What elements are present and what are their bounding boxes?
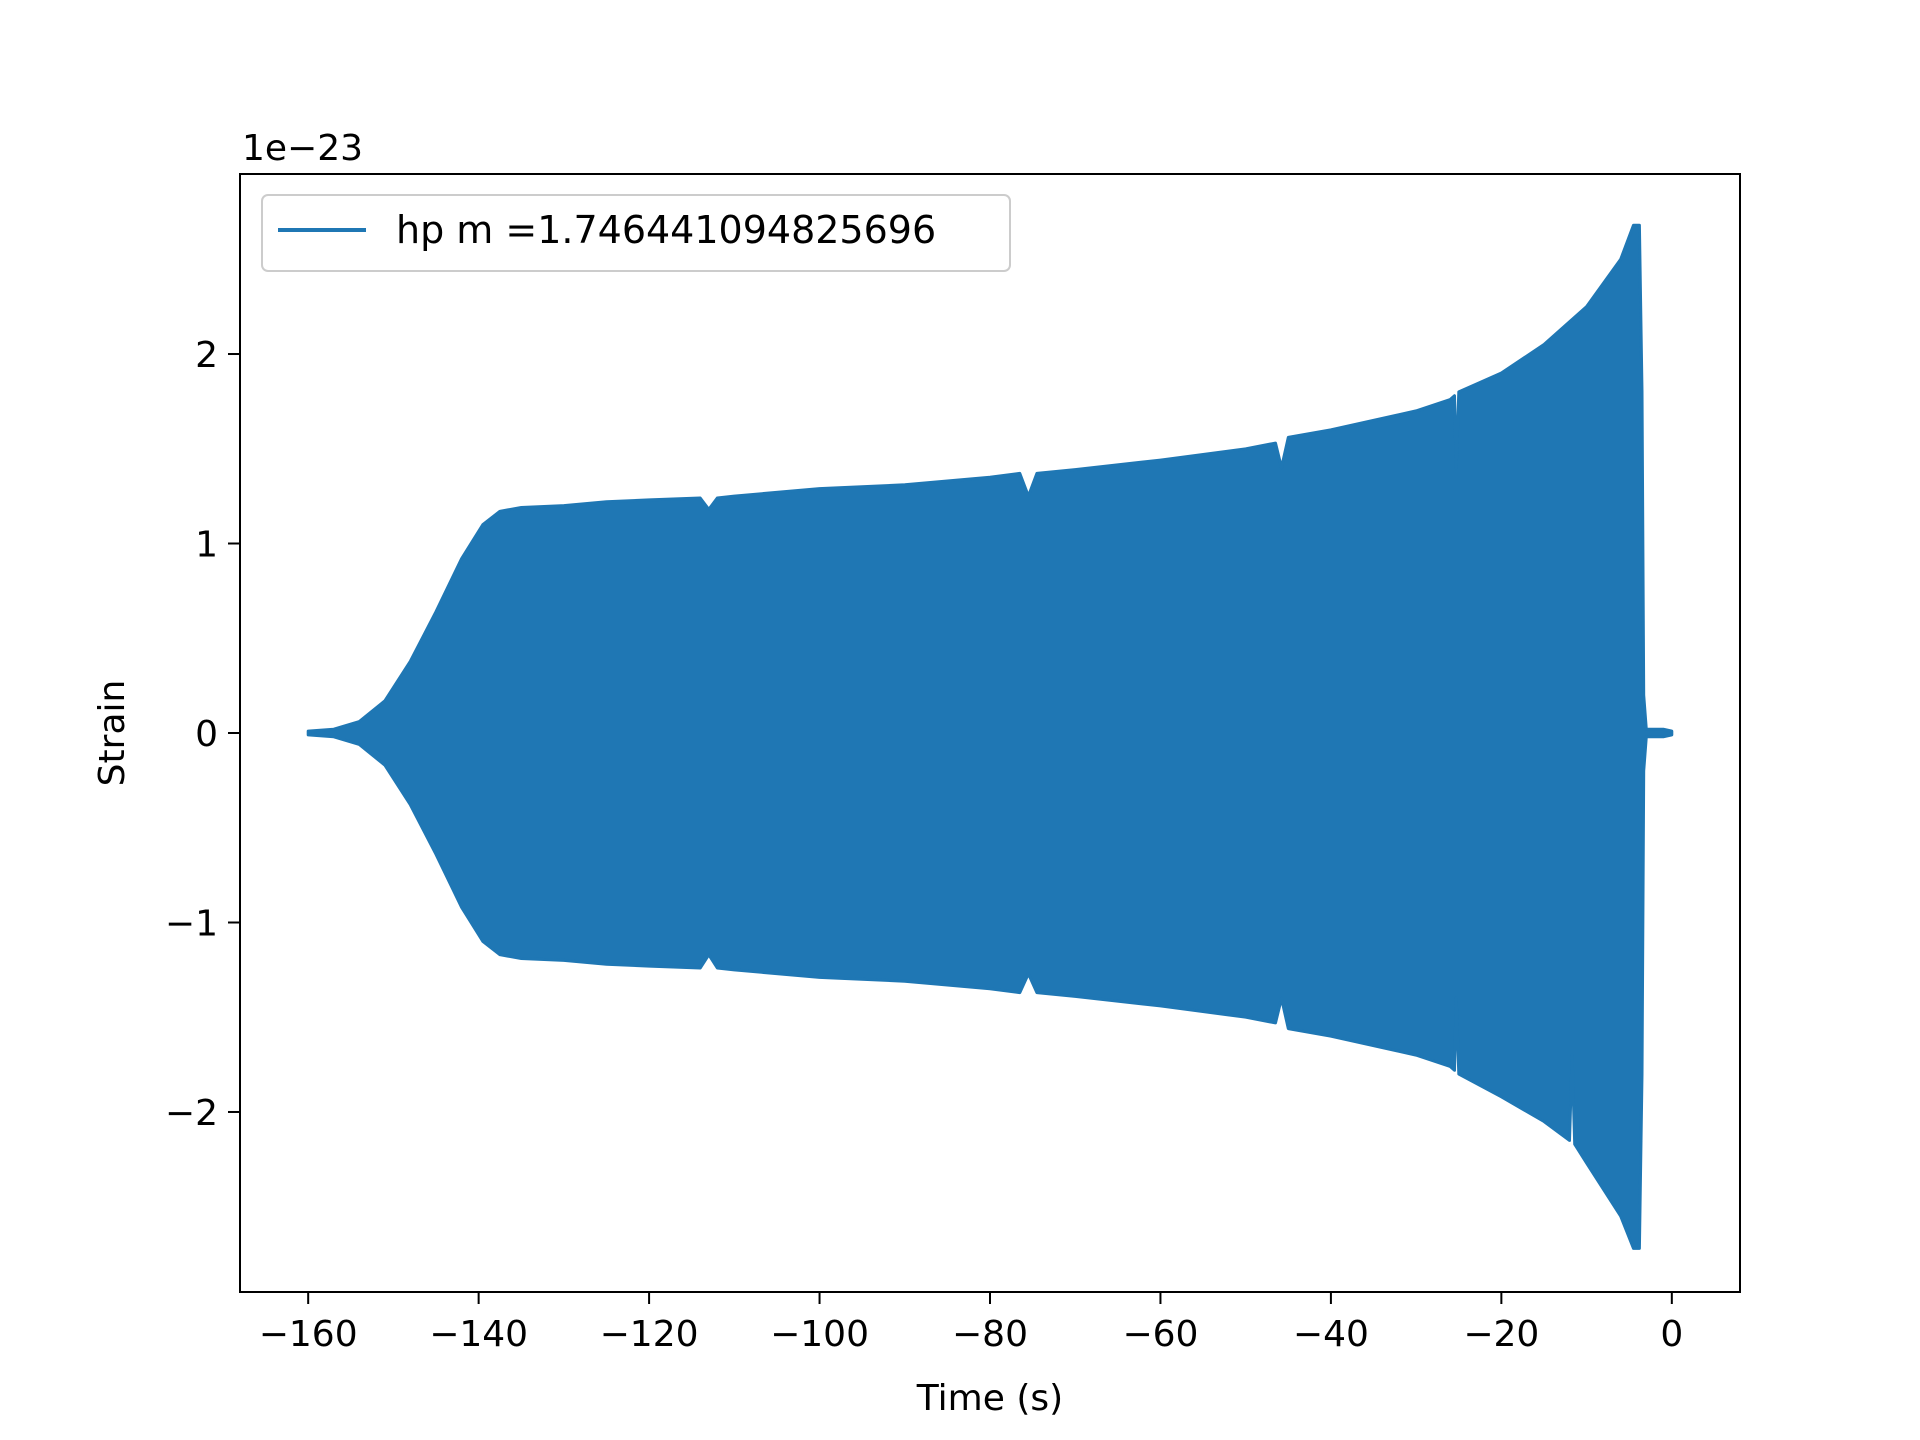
- x-tick-label: 0: [1660, 1314, 1683, 1355]
- x-tick-label: −160: [259, 1314, 358, 1355]
- y-axis-label: Strain: [92, 680, 133, 787]
- series-0-waveform: [306, 223, 1674, 1250]
- x-tick-label: −120: [600, 1314, 699, 1355]
- x-tick-label: −80: [952, 1314, 1028, 1355]
- series-layer: [306, 223, 1674, 1250]
- y-tick-label: 1: [195, 525, 218, 566]
- legend-box: [261, 194, 1011, 272]
- x-tick-label: −20: [1463, 1314, 1539, 1355]
- x-tick-label: −100: [770, 1314, 869, 1355]
- y-tick-label: −1: [165, 903, 218, 944]
- y-tick-label: 2: [195, 335, 218, 376]
- y-offset-label: 1e−23: [242, 128, 363, 169]
- x-tick-label: −140: [429, 1314, 528, 1355]
- legend-label: hp m =1.746441094825696: [396, 208, 936, 252]
- y-tick-label: −2: [165, 1093, 218, 1134]
- y-axis: −2 −1 0 1 2: [165, 335, 240, 1134]
- x-tick-label: −40: [1293, 1314, 1369, 1355]
- x-axis: −160 −140 −120 −100 −80 −60 −40 −20 0: [259, 1292, 1683, 1355]
- legend: hp m =1.746441094825696: [261, 194, 1011, 272]
- y-tick-label: 0: [195, 714, 218, 755]
- x-axis-label: Time (s): [916, 1378, 1063, 1419]
- x-tick-label: −60: [1122, 1314, 1198, 1355]
